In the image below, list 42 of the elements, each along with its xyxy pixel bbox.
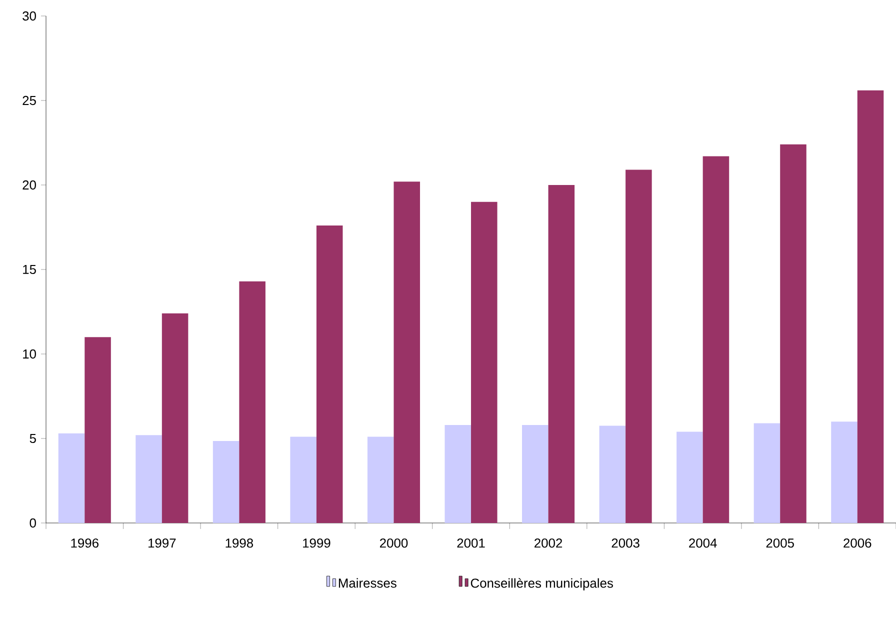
x-tick-label: 2003 <box>612 538 640 548</box>
legend-label: Conseillères municipales <box>470 578 613 590</box>
x-tick-label: 1996 <box>71 538 98 548</box>
bar <box>212 441 240 523</box>
bar <box>626 170 652 523</box>
y-tick-label: 5 <box>30 434 36 443</box>
bar <box>290 436 316 523</box>
x-tick-label: 2001 <box>457 538 485 548</box>
bar <box>367 436 394 523</box>
bar <box>522 424 548 523</box>
bar <box>162 313 188 523</box>
bar <box>548 184 575 523</box>
bar <box>394 182 420 523</box>
bar <box>471 202 498 523</box>
bar <box>831 422 858 523</box>
y-tick-label: 0 <box>30 518 36 528</box>
x-tick-label: 1997 <box>148 538 176 548</box>
bar <box>702 156 730 523</box>
bar <box>444 424 472 523</box>
bar <box>857 90 884 523</box>
x-tick-label: 2006 <box>844 538 872 548</box>
x-tick-label: 2004 <box>689 538 717 548</box>
bar <box>676 432 703 523</box>
x-tick-label: 1998 <box>226 538 254 548</box>
bar <box>754 423 780 523</box>
bar <box>84 337 111 523</box>
y-tick-label: 30 <box>22 11 36 21</box>
bar <box>316 226 343 523</box>
bar <box>780 144 806 523</box>
y-tick-label: 20 <box>22 180 36 190</box>
y-tick-label: 10 <box>23 349 36 359</box>
bar <box>599 426 626 523</box>
bar <box>239 281 266 523</box>
x-tick-label: 2000 <box>380 538 408 548</box>
legend-label: Mairesses <box>338 578 396 588</box>
y-tick-label: 25 <box>22 96 36 106</box>
x-tick-label: 1999 <box>303 538 330 548</box>
bar <box>136 435 162 523</box>
bar <box>58 433 85 523</box>
x-tick-label: 2005 <box>766 538 794 548</box>
y-tick-label: 15 <box>23 264 36 274</box>
x-tick-label: 2002 <box>534 538 562 548</box>
